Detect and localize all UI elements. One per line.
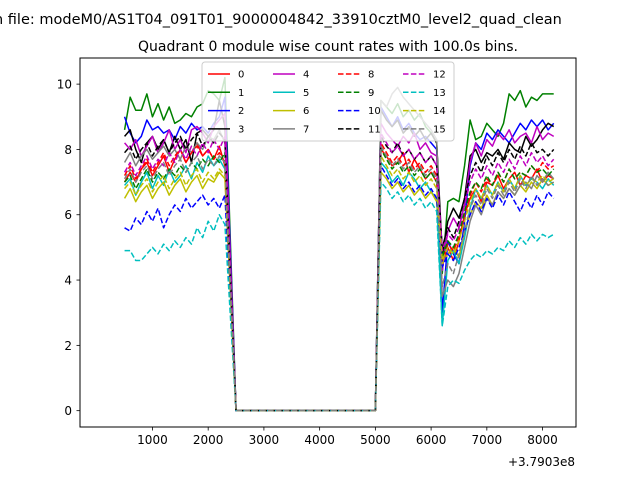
- legend-label-4: 4: [303, 70, 309, 81]
- x-tick-label: 7000: [472, 433, 503, 447]
- y-tick-label: 10: [57, 78, 72, 92]
- legend-label-14: 14: [433, 106, 446, 117]
- legend-label-5: 5: [303, 88, 309, 99]
- series-line-11: [124, 132, 555, 412]
- legend-label-6: 6: [303, 106, 309, 117]
- y-tick-label: 2: [64, 339, 72, 353]
- x-axis-offset-label: +3.7903e8: [508, 455, 575, 469]
- y-tick-label: 8: [64, 143, 72, 157]
- legend-label-0: 0: [238, 70, 244, 81]
- legend-label-9: 9: [368, 88, 374, 99]
- x-tick-label: 1000: [137, 433, 168, 447]
- y-tick-label: 4: [64, 274, 72, 288]
- legend-label-1: 1: [238, 88, 244, 99]
- x-tick-label: 5000: [360, 433, 391, 447]
- axes-frame: [79, 57, 577, 428]
- x-tick-label: 4000: [304, 433, 335, 447]
- chart-title: Quadrant 0 module wise count rates with …: [138, 39, 518, 55]
- y-tick-label: 0: [64, 404, 72, 418]
- legend-label-12: 12: [433, 70, 446, 81]
- legend-label-15: 15: [433, 124, 446, 135]
- legend-label-13: 13: [433, 88, 446, 99]
- figure-suptitle: n file: modeM0/AS1T04_091T01_9000004842_…: [0, 12, 562, 28]
- legend-label-11: 11: [368, 124, 381, 135]
- legend-label-3: 3: [238, 124, 244, 135]
- x-tick-label: 2000: [193, 433, 224, 447]
- y-tick-label: 6: [64, 208, 72, 222]
- series-line-15: [123, 145, 555, 412]
- legend-box: [201, 61, 455, 142]
- legend-label-2: 2: [238, 106, 244, 117]
- x-tick-label: 3000: [249, 433, 280, 447]
- legend-label-7: 7: [303, 124, 309, 135]
- x-tick-label: 6000: [416, 433, 447, 447]
- legend-label-8: 8: [368, 70, 374, 81]
- x-tick-label: 8000: [527, 433, 558, 447]
- legend-label-10: 10: [368, 106, 381, 117]
